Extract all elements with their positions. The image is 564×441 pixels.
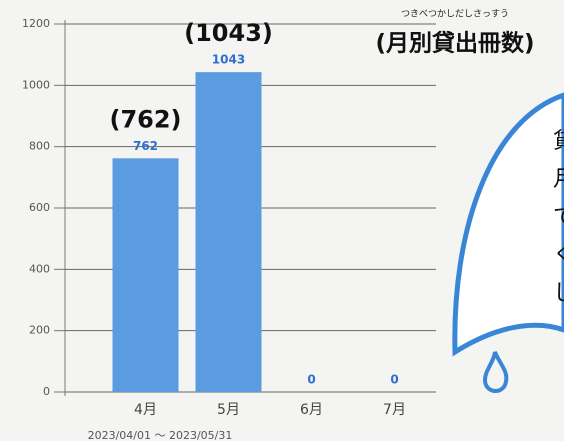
title-ruby: つきべつかしだしさっすう (401, 9, 509, 20)
y-tick-label: 600 (29, 201, 50, 214)
bubble-text: し (553, 281, 564, 306)
y-tick-label: 200 (29, 324, 50, 337)
value-label: 0 (307, 373, 315, 387)
annotation: (1043) (184, 19, 273, 47)
y-tick-label: 1200 (22, 17, 50, 30)
y-tick-label: 0 (43, 385, 50, 398)
x-tick-label: 7月 (383, 402, 406, 418)
chart: つきべつかしだしさっすう (月別貸出冊数) 2023/04/01 〜 2023/… (0, 0, 564, 441)
bubble-text: 月 (553, 167, 564, 192)
value-label: 762 (133, 139, 158, 153)
value-label: 0 (390, 373, 398, 387)
chart-title: (月別貸出冊数) (375, 30, 534, 57)
x-tick-label: 5月 (217, 402, 240, 418)
value-label: 1043 (212, 53, 245, 67)
bubble-text: で (553, 205, 564, 230)
y-tick-label: 1000 (22, 78, 50, 91)
annotation: (762) (109, 105, 181, 133)
x-tick-label: 6月 (300, 402, 323, 418)
bar (113, 158, 179, 392)
bubble-text: 貸 (553, 129, 564, 154)
date-range: 2023/04/01 〜 2023/05/31 (88, 429, 233, 441)
y-tick-label: 400 (29, 262, 50, 275)
x-tick-label: 4月 (134, 402, 157, 418)
y-tick-label: 800 (29, 140, 50, 153)
bubble-text: く (553, 243, 564, 268)
bar (196, 72, 262, 392)
